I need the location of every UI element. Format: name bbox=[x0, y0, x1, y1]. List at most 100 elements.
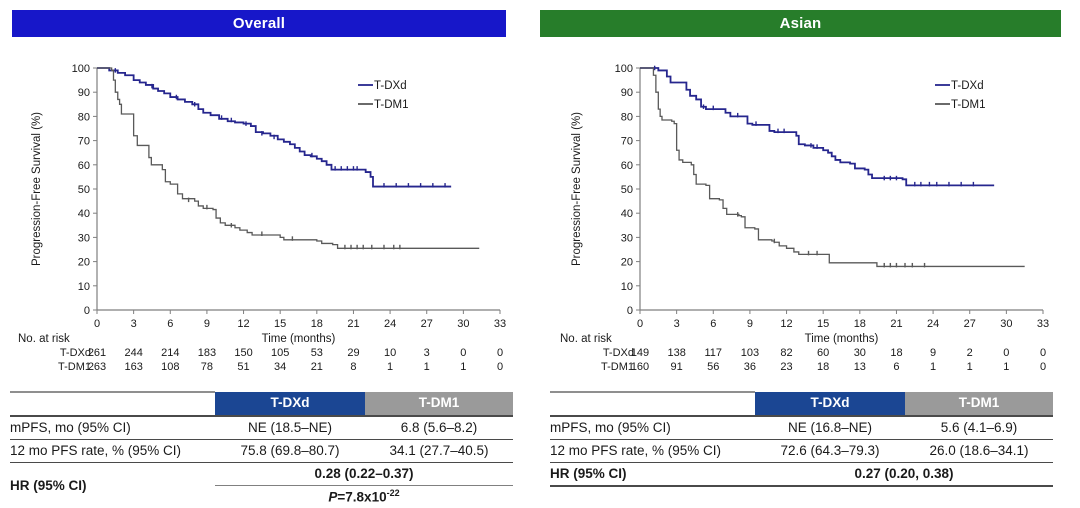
x-tick-label: 6 bbox=[710, 318, 716, 330]
at-risk-value: 103 bbox=[741, 347, 759, 359]
y-tick-label: 0 bbox=[627, 305, 633, 317]
at-risk-value: 1 bbox=[967, 361, 973, 373]
at-risk-value: 163 bbox=[124, 361, 142, 373]
at-risk-value: 0 bbox=[1040, 361, 1046, 373]
table-row: mPFS, mo (95% CI) NE (18.5–NE) 6.8 (5.6–… bbox=[10, 416, 513, 440]
at-risk-value: 138 bbox=[667, 347, 685, 359]
legend-item-t-dm1: T-DM1 bbox=[935, 99, 986, 111]
x-tick-label: 12 bbox=[237, 318, 249, 330]
p-exponent: -22 bbox=[386, 487, 400, 498]
panel-asian: Asian 0 10 20 30 40 50 60 70 80 90 100 0 3 6 9 12 15 18 21… bbox=[540, 0, 1080, 508]
at-risk-value: 6 bbox=[893, 361, 899, 373]
y-tick-label: 30 bbox=[621, 232, 633, 244]
p-italic: P bbox=[328, 489, 338, 505]
at-risk-value: 1 bbox=[460, 361, 466, 373]
y-tick-label: 50 bbox=[621, 184, 633, 196]
column-header-tdxd: T-DXd bbox=[755, 392, 905, 417]
column-header-tdxd: T-DXd bbox=[215, 392, 365, 417]
y-tick-label: 90 bbox=[78, 87, 90, 99]
panel-overall: Overall 0 10 20 30 40 50 60 70 80 90 100 0 3 6 9 12 15 18… bbox=[10, 10, 513, 508]
series-curve-t-dxd bbox=[97, 67, 452, 188]
y-tick-label: 70 bbox=[78, 136, 90, 148]
y-tick-label: 0 bbox=[84, 305, 90, 317]
row-label-mpfs: mPFS, mo (95% CI) bbox=[550, 416, 755, 440]
at-risk-value: 9 bbox=[930, 347, 936, 359]
at-risk-value: 0 bbox=[497, 347, 503, 359]
legend-label: T-DXd bbox=[374, 80, 407, 92]
column-header-tdm1: T-DM1 bbox=[365, 392, 513, 417]
summary-table-asian: T-DXd T-DM1 mPFS, mo (95% CI) NE (16.8–N… bbox=[550, 391, 1053, 487]
at-risk-value: 244 bbox=[124, 347, 142, 359]
series-curve-t-dxd bbox=[640, 67, 995, 187]
x-tick-label: 24 bbox=[384, 318, 396, 330]
panel-title-text: Asian bbox=[779, 15, 822, 32]
y-tick-label: 70 bbox=[621, 136, 633, 148]
y-tick-label: 10 bbox=[621, 281, 633, 293]
x-tick-label: 21 bbox=[347, 318, 359, 330]
table-row: HR (95% CI) 0.27 (0.20, 0.38) bbox=[550, 462, 1053, 487]
y-tick-label: 20 bbox=[78, 257, 90, 269]
at-risk-value: 261 bbox=[88, 347, 106, 359]
y-tick-label: 80 bbox=[621, 111, 633, 123]
x-tick-label: 27 bbox=[964, 318, 976, 330]
empty-header-cell bbox=[10, 391, 215, 417]
series-curve-t-dm1 bbox=[640, 67, 1025, 268]
at-risk-value: 263 bbox=[88, 361, 106, 373]
at-risk-label: No. at risk bbox=[18, 333, 70, 345]
hr-value: 0.28 (0.22–0.37) bbox=[215, 462, 513, 486]
at-risk-value: 23 bbox=[780, 361, 792, 373]
y-tick-label: 90 bbox=[621, 87, 633, 99]
at-risk-value: 18 bbox=[890, 347, 902, 359]
at-risk-value: 60 bbox=[817, 347, 829, 359]
at-risk-value: 56 bbox=[707, 361, 719, 373]
y-axis-title: Progression-Free Survival (%) bbox=[31, 112, 43, 266]
row-label-hr: HR (95% CI) bbox=[10, 477, 87, 493]
summary-table-overall: T-DXd T-DM1 mPFS, mo (95% CI) NE (18.5–N… bbox=[10, 391, 513, 508]
at-risk-value: 30 bbox=[854, 347, 866, 359]
y-tick-label: 100 bbox=[615, 63, 633, 75]
at-risk-value: 1 bbox=[387, 361, 393, 373]
x-tick-label: 6 bbox=[167, 318, 173, 330]
at-risk-value: 51 bbox=[237, 361, 249, 373]
mpfs-tdm1-value: 6.8 (5.6–8.2) bbox=[365, 416, 513, 440]
at-risk-value: 21 bbox=[311, 361, 323, 373]
x-tick-label: 18 bbox=[854, 318, 866, 330]
at-risk-value: 29 bbox=[347, 347, 359, 359]
at-risk-value: 91 bbox=[671, 361, 683, 373]
p-equation: =7.8x10 bbox=[337, 489, 387, 505]
row-label-hr: HR (95% CI) bbox=[550, 462, 755, 487]
series-curve-t-dm1 bbox=[97, 67, 480, 249]
at-risk-value: 150 bbox=[234, 347, 252, 359]
at-risk-value: 1 bbox=[930, 361, 936, 373]
at-risk-value: 1 bbox=[424, 361, 430, 373]
mpfs-tdxd-value: NE (16.8–NE) bbox=[755, 416, 905, 440]
at-risk-value: 214 bbox=[161, 347, 179, 359]
panel-title-text: Overall bbox=[232, 15, 286, 32]
y-tick-label: 60 bbox=[621, 160, 633, 172]
pfs12-tdxd-value: 72.6 (64.3–79.3) bbox=[755, 439, 905, 463]
x-tick-label: 30 bbox=[1000, 318, 1012, 330]
at-risk-value: 82 bbox=[780, 347, 792, 359]
x-tick-label: 27 bbox=[421, 318, 433, 330]
at-risk-value: 8 bbox=[350, 361, 356, 373]
table-row: mPFS, mo (95% CI) NE (16.8–NE) 5.6 (4.1–… bbox=[550, 416, 1053, 440]
x-tick-label: 30 bbox=[457, 318, 469, 330]
x-tick-label: 9 bbox=[204, 318, 210, 330]
x-axis-title: Time (months) bbox=[262, 333, 336, 345]
x-axis-title: Time (months) bbox=[805, 333, 879, 345]
at-risk-label: No. at risk bbox=[560, 333, 612, 345]
x-tick-label: 3 bbox=[131, 318, 137, 330]
at-risk-value: 105 bbox=[271, 347, 289, 359]
y-tick-label: 100 bbox=[72, 63, 90, 75]
at-risk-value: 183 bbox=[198, 347, 216, 359]
legend-label: T-DXd bbox=[951, 80, 984, 92]
at-risk-value: 117 bbox=[704, 347, 722, 359]
x-tick-label: 12 bbox=[780, 318, 792, 330]
y-tick-label: 80 bbox=[78, 111, 90, 123]
x-tick-label: 3 bbox=[674, 318, 680, 330]
x-tick-label: 33 bbox=[494, 318, 506, 330]
table-row: 12 mo PFS rate, % (95% CI) 75.8 (69.8–80… bbox=[10, 439, 513, 463]
x-tick-label: 15 bbox=[817, 318, 829, 330]
y-tick-label: 10 bbox=[78, 281, 90, 293]
